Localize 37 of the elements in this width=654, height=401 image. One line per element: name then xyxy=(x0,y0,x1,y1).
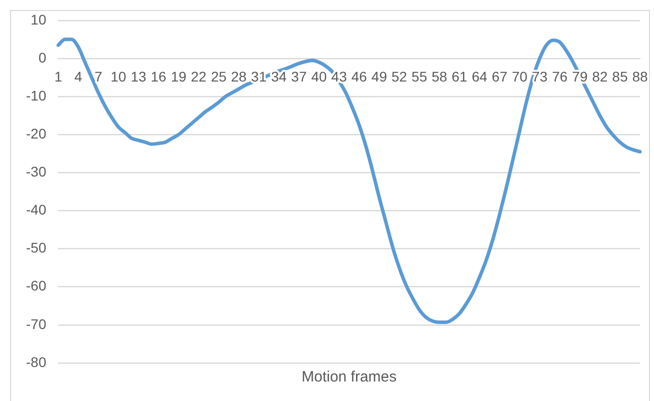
y-tick-label: 10 xyxy=(30,11,46,28)
x-tick-label: 13 xyxy=(130,68,146,84)
x-tick-label: 64 xyxy=(472,68,488,84)
x-tick-label: 49 xyxy=(371,68,388,84)
y-tick-label: -20 xyxy=(26,125,46,142)
y-tick-label: -70 xyxy=(26,316,46,332)
x-tick-label: 88 xyxy=(632,68,648,84)
x-tick-label: 7 xyxy=(94,68,102,84)
x-tick-label: 10 xyxy=(110,68,126,84)
x-tick-label: 67 xyxy=(492,68,508,84)
x-tick-label: 52 xyxy=(391,68,408,84)
x-tick-label: 76 xyxy=(552,68,568,84)
x-tick-label: 4 xyxy=(74,68,82,84)
x-tick-label: 25 xyxy=(210,68,227,84)
y-tick-label: -30 xyxy=(26,164,46,180)
x-tick-label: 46 xyxy=(351,68,368,84)
y-tick-label: 0 xyxy=(38,49,46,66)
x-tick-label: 61 xyxy=(452,68,468,84)
x-tick-label: 19 xyxy=(170,68,187,84)
x-tick-label: 22 xyxy=(190,68,207,84)
x-axis-title: Motion frames xyxy=(302,368,397,386)
x-tick-label: 28 xyxy=(230,68,247,84)
y-tick-label: -60 xyxy=(26,278,46,294)
x-tick-label: 37 xyxy=(291,68,307,84)
x-tick-label: 34 xyxy=(271,68,287,84)
x-tick-label: 82 xyxy=(592,68,608,84)
x-tick-label: 70 xyxy=(512,68,528,84)
y-tick-label: -80 xyxy=(26,354,46,370)
y-tick-label: -40 xyxy=(26,202,46,218)
x-tick-label: 40 xyxy=(311,68,328,84)
y-tick-label: -10 xyxy=(26,87,46,104)
x-tick-label: 58 xyxy=(432,68,448,84)
x-tick-label: 55 xyxy=(412,68,428,84)
x-tick-label: 16 xyxy=(150,68,167,84)
x-tick-label: 1 xyxy=(54,68,62,84)
x-tick-label: 85 xyxy=(612,68,628,84)
y-tick-label: -50 xyxy=(26,240,46,256)
